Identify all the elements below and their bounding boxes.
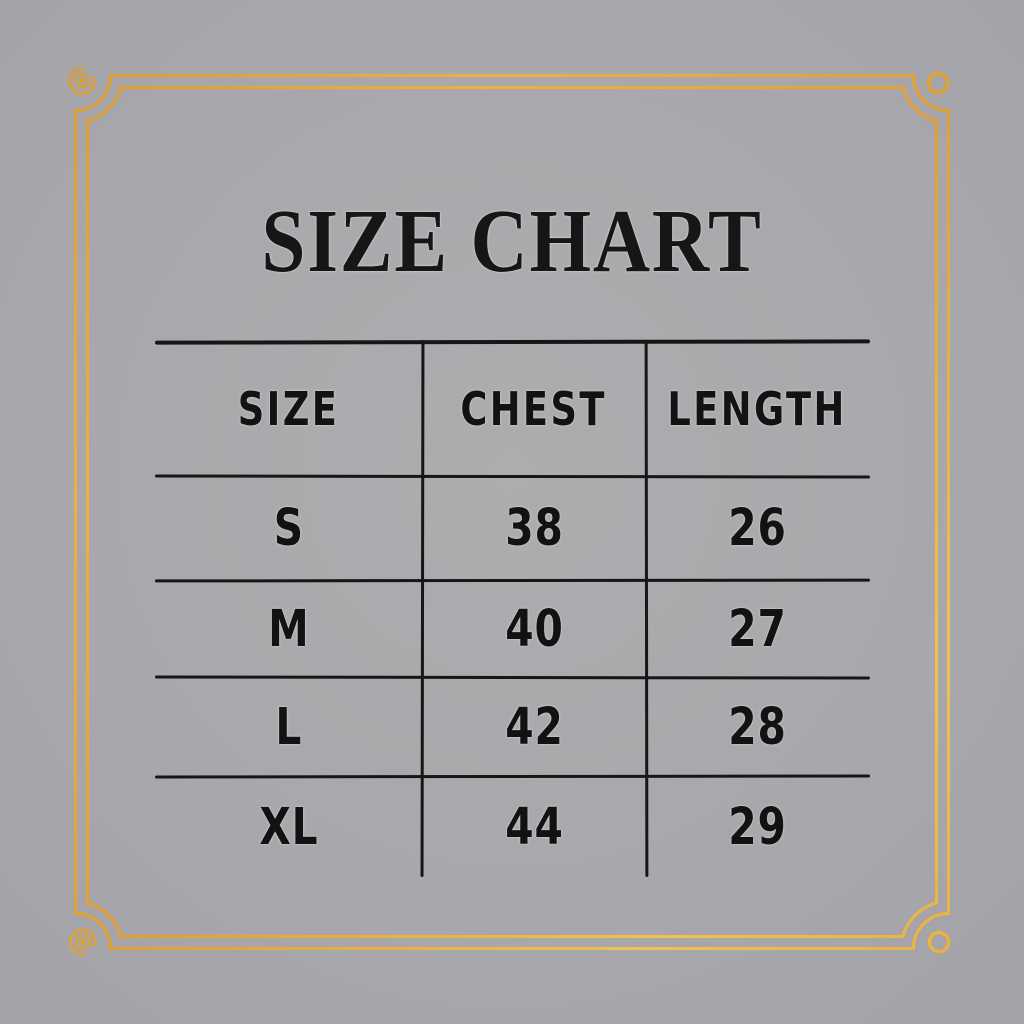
column-header-chest: CHEST [460, 382, 608, 436]
table-row: M 40 27 [155, 582, 870, 676]
size-value: S [273, 499, 305, 558]
table-row: XL 44 29 [155, 778, 870, 877]
length-value: 28 [728, 697, 787, 757]
page-title: SIZE CHART [261, 192, 763, 291]
corner-ornament-top-left-icon [68, 67, 96, 95]
chest-value: 42 [504, 697, 564, 757]
table-header-row: SIZE CHEST LENGTH [155, 343, 870, 475]
table-row: S 38 26 [155, 478, 870, 579]
column-header-size: SIZE [238, 382, 340, 436]
length-value: 26 [728, 499, 787, 558]
size-value: M [268, 599, 310, 659]
frame-inner-line [86, 86, 938, 938]
length-value: 29 [728, 798, 787, 857]
frame-outer-line [74, 74, 950, 950]
table-row: L 42 28 [155, 679, 870, 775]
size-value: XL [259, 798, 319, 857]
chest-value: 40 [504, 599, 564, 659]
corner-ornament-bottom-left-icon [69, 928, 97, 956]
chest-value: 44 [504, 798, 564, 857]
size-table: SIZE CHEST LENGTH S 38 26 M 40 27 L 42 2… [154, 339, 871, 878]
length-value: 27 [728, 599, 787, 659]
chest-value: 38 [504, 499, 564, 558]
size-value: L [275, 697, 303, 757]
column-header-length: LENGTH [667, 382, 848, 436]
corner-ornament-bottom-right-icon [927, 930, 951, 954]
corner-ornament-top-right-icon [926, 71, 950, 95]
